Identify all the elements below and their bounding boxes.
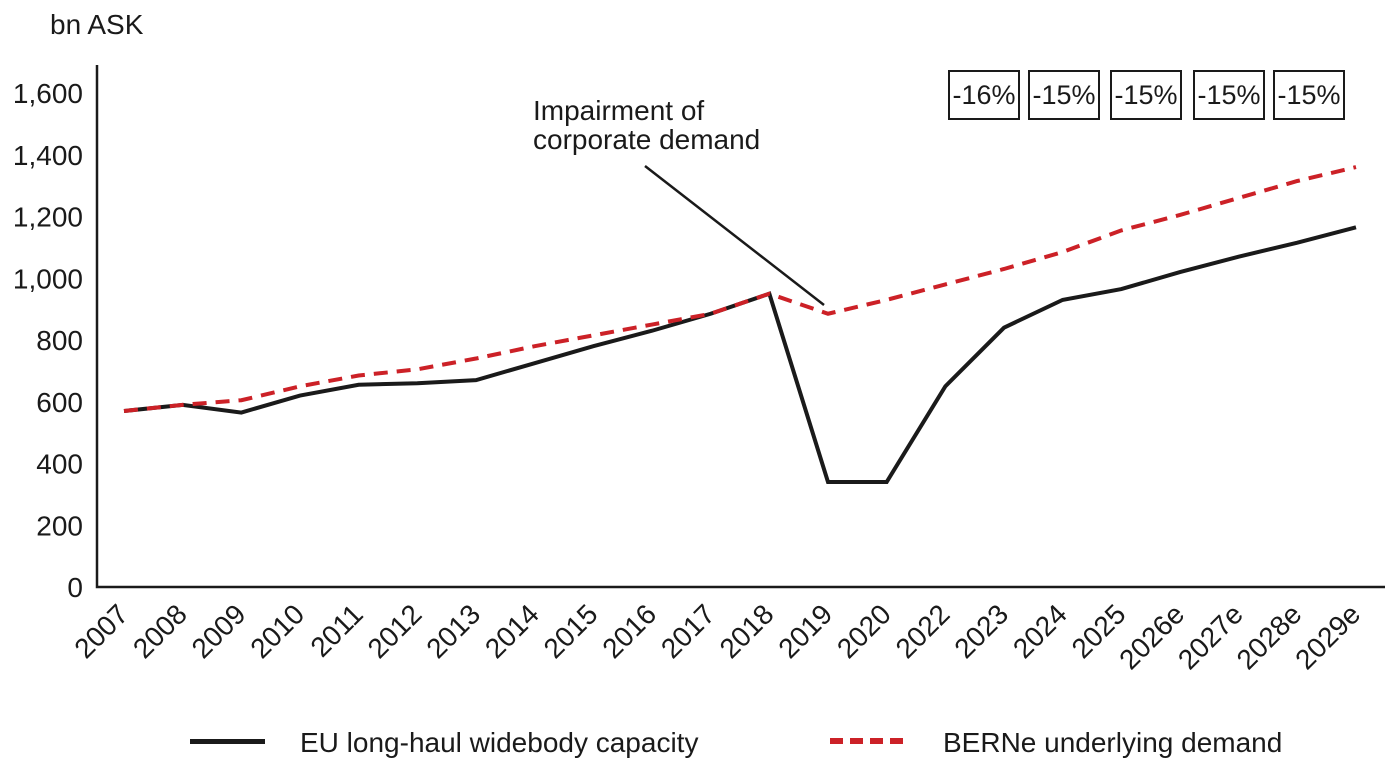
x-tick-label: 2028e bbox=[1231, 598, 1308, 675]
y-axis-title: bn ASK bbox=[50, 9, 144, 40]
legend-label-capacity: EU long-haul widebody capacity bbox=[300, 727, 699, 758]
legend: EU long-haul widebody capacity BERNe und… bbox=[0, 720, 1400, 765]
legend-swatch-capacity bbox=[190, 739, 265, 744]
x-tick-label: 2027e bbox=[1172, 598, 1249, 675]
y-tick-label: 200 bbox=[36, 510, 83, 541]
series-line bbox=[123, 165, 1357, 414]
y-tick-label: 600 bbox=[36, 387, 83, 418]
legend-swatch-demand bbox=[830, 738, 905, 744]
callout-box: -15% bbox=[1028, 70, 1100, 120]
x-tick-label: 2010 bbox=[244, 598, 310, 664]
x-tick-label: 2020 bbox=[831, 598, 897, 664]
series-line bbox=[123, 225, 1357, 485]
x-tick-label: 2013 bbox=[420, 598, 486, 664]
y-tick-label: 800 bbox=[36, 325, 83, 356]
annotation-leader-line bbox=[644, 165, 825, 306]
callout-box: -16% bbox=[948, 70, 1020, 120]
x-tick-label: 2008 bbox=[127, 598, 193, 664]
x-tick-label: 2016 bbox=[596, 598, 662, 664]
x-tick-label: 2029e bbox=[1289, 598, 1366, 675]
x-tick-label: 2022 bbox=[890, 598, 956, 664]
y-tick-label: 1,000 bbox=[13, 263, 83, 294]
y-tick-label: 0 bbox=[67, 572, 83, 603]
x-tick-label: 2012 bbox=[362, 598, 428, 664]
callout-box: -15% bbox=[1193, 70, 1265, 120]
y-tick-label: 400 bbox=[36, 449, 83, 480]
x-tick-label: 2009 bbox=[186, 598, 252, 664]
axes bbox=[95, 65, 1385, 589]
x-tick-label: 2023 bbox=[948, 598, 1014, 664]
callout-box: -15% bbox=[1110, 70, 1182, 120]
x-tick-label: 2018 bbox=[714, 598, 780, 664]
legend-label-demand: BERNe underlying demand bbox=[943, 727, 1283, 758]
x-tick-label: 2024 bbox=[1007, 598, 1073, 664]
y-tick-label: 1,200 bbox=[13, 202, 83, 233]
x-tick-label: 2011 bbox=[304, 598, 369, 663]
x-tick-label: 2015 bbox=[538, 598, 604, 664]
data-series bbox=[123, 165, 1357, 485]
callout-box: -15% bbox=[1273, 70, 1345, 120]
axis-ticks: 02004006008001,0001,2001,4001,6002007200… bbox=[13, 78, 1366, 675]
x-tick-label: 2007 bbox=[68, 598, 134, 664]
y-tick-label: 1,400 bbox=[13, 140, 83, 171]
x-tick-label: 2017 bbox=[655, 598, 721, 664]
y-tick-label: 1,600 bbox=[13, 78, 83, 109]
x-tick-label: 2026e bbox=[1113, 598, 1190, 675]
annotation-impairment: Impairment of corporate demand bbox=[533, 95, 761, 155]
x-tick-label: 2014 bbox=[479, 598, 545, 664]
x-tick-label: 2019 bbox=[772, 598, 838, 664]
